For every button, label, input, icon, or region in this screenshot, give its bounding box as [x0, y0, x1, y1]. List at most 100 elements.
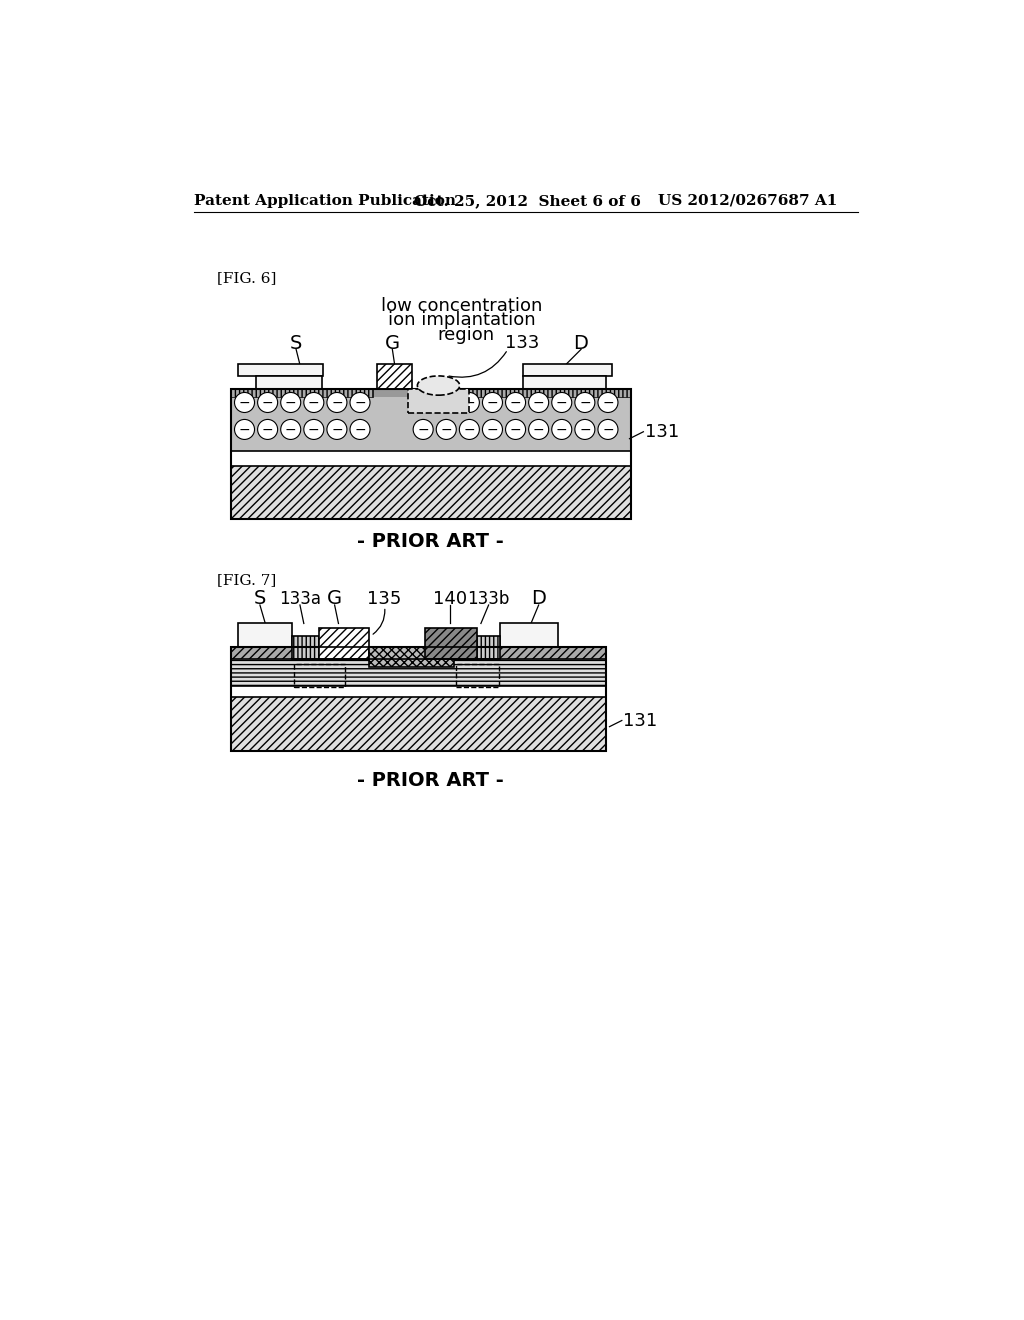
Circle shape	[350, 420, 370, 440]
Circle shape	[327, 420, 347, 440]
Text: −: −	[602, 396, 613, 409]
Text: −: −	[418, 396, 429, 409]
Bar	[425, 628, 477, 659]
Text: −: −	[579, 422, 591, 437]
Text: region: region	[437, 326, 494, 345]
Bar	[230, 389, 373, 397]
Text: −: −	[308, 396, 319, 409]
Text: −: −	[418, 422, 429, 437]
Bar	[454, 389, 631, 397]
Text: Oct. 25, 2012  Sheet 6 of 6: Oct. 25, 2012 Sheet 6 of 6	[414, 194, 641, 207]
Circle shape	[350, 392, 370, 412]
Text: −: −	[556, 396, 567, 409]
Circle shape	[258, 420, 278, 440]
Bar	[230, 389, 631, 397]
Text: −: −	[262, 396, 273, 409]
Text: −: −	[239, 396, 250, 409]
Circle shape	[281, 392, 301, 412]
Bar	[239, 623, 292, 647]
Text: −: −	[331, 422, 343, 437]
Text: −: −	[556, 422, 567, 437]
Bar	[230, 466, 631, 519]
Bar	[370, 647, 454, 667]
Bar	[230, 697, 606, 751]
Circle shape	[574, 392, 595, 412]
Text: [FIG. 7]: [FIG. 7]	[217, 573, 276, 587]
Bar	[230, 659, 606, 686]
Circle shape	[598, 420, 617, 440]
Bar	[230, 647, 606, 659]
Circle shape	[258, 392, 278, 412]
Text: −: −	[308, 422, 319, 437]
Text: −: −	[331, 396, 343, 409]
Text: −: −	[285, 396, 297, 409]
Bar	[256, 376, 322, 389]
Bar	[230, 389, 631, 519]
Text: −: −	[239, 422, 250, 437]
Bar	[294, 664, 345, 688]
Circle shape	[528, 420, 549, 440]
Text: low concentration: low concentration	[381, 297, 543, 315]
Circle shape	[304, 420, 324, 440]
Circle shape	[327, 392, 347, 412]
Bar	[230, 389, 631, 451]
Circle shape	[506, 392, 525, 412]
Circle shape	[506, 420, 525, 440]
Bar	[377, 364, 412, 389]
Bar	[408, 389, 469, 412]
Circle shape	[552, 392, 571, 412]
Text: [FIG. 6]: [FIG. 6]	[217, 271, 276, 285]
Circle shape	[460, 420, 479, 440]
Bar	[523, 376, 606, 389]
Text: 140: 140	[433, 590, 467, 607]
Text: ion implantation: ion implantation	[388, 312, 536, 329]
Circle shape	[436, 392, 457, 412]
Text: - PRIOR ART -: - PRIOR ART -	[357, 532, 504, 552]
Text: −: −	[532, 396, 545, 409]
Bar	[230, 686, 606, 697]
Circle shape	[482, 392, 503, 412]
Text: G: G	[327, 589, 342, 609]
Circle shape	[598, 392, 617, 412]
Circle shape	[304, 392, 324, 412]
Bar	[292, 636, 346, 659]
Text: −: −	[354, 396, 366, 409]
Circle shape	[234, 392, 255, 412]
Text: - PRIOR ART -: - PRIOR ART -	[357, 771, 504, 791]
Text: 133: 133	[505, 334, 539, 352]
Text: −: −	[440, 422, 452, 437]
Text: −: −	[354, 422, 366, 437]
Text: 131: 131	[645, 422, 679, 441]
Bar	[523, 364, 611, 376]
Text: S: S	[290, 334, 302, 352]
Text: −: −	[464, 396, 475, 409]
Text: −: −	[510, 396, 521, 409]
Text: 133a: 133a	[279, 590, 321, 607]
Circle shape	[436, 420, 457, 440]
Bar	[230, 451, 631, 466]
Text: −: −	[602, 422, 613, 437]
Text: G: G	[385, 334, 400, 352]
Text: US 2012/0267687 A1: US 2012/0267687 A1	[658, 194, 838, 207]
Circle shape	[460, 392, 479, 412]
Circle shape	[528, 392, 549, 412]
Text: −: −	[579, 396, 591, 409]
Text: −: −	[486, 396, 499, 409]
Ellipse shape	[418, 376, 460, 395]
Text: −: −	[440, 396, 452, 409]
Text: −: −	[510, 422, 521, 437]
Text: S: S	[254, 589, 266, 609]
Text: 131: 131	[624, 711, 657, 730]
Circle shape	[413, 392, 433, 412]
Bar	[454, 636, 500, 659]
Text: 135: 135	[368, 590, 401, 607]
Text: −: −	[532, 422, 545, 437]
Circle shape	[574, 420, 595, 440]
Bar	[319, 628, 370, 659]
Text: D: D	[573, 334, 589, 352]
Circle shape	[281, 420, 301, 440]
Circle shape	[552, 420, 571, 440]
Text: D: D	[531, 589, 546, 609]
Bar	[239, 364, 323, 376]
Text: −: −	[486, 422, 499, 437]
